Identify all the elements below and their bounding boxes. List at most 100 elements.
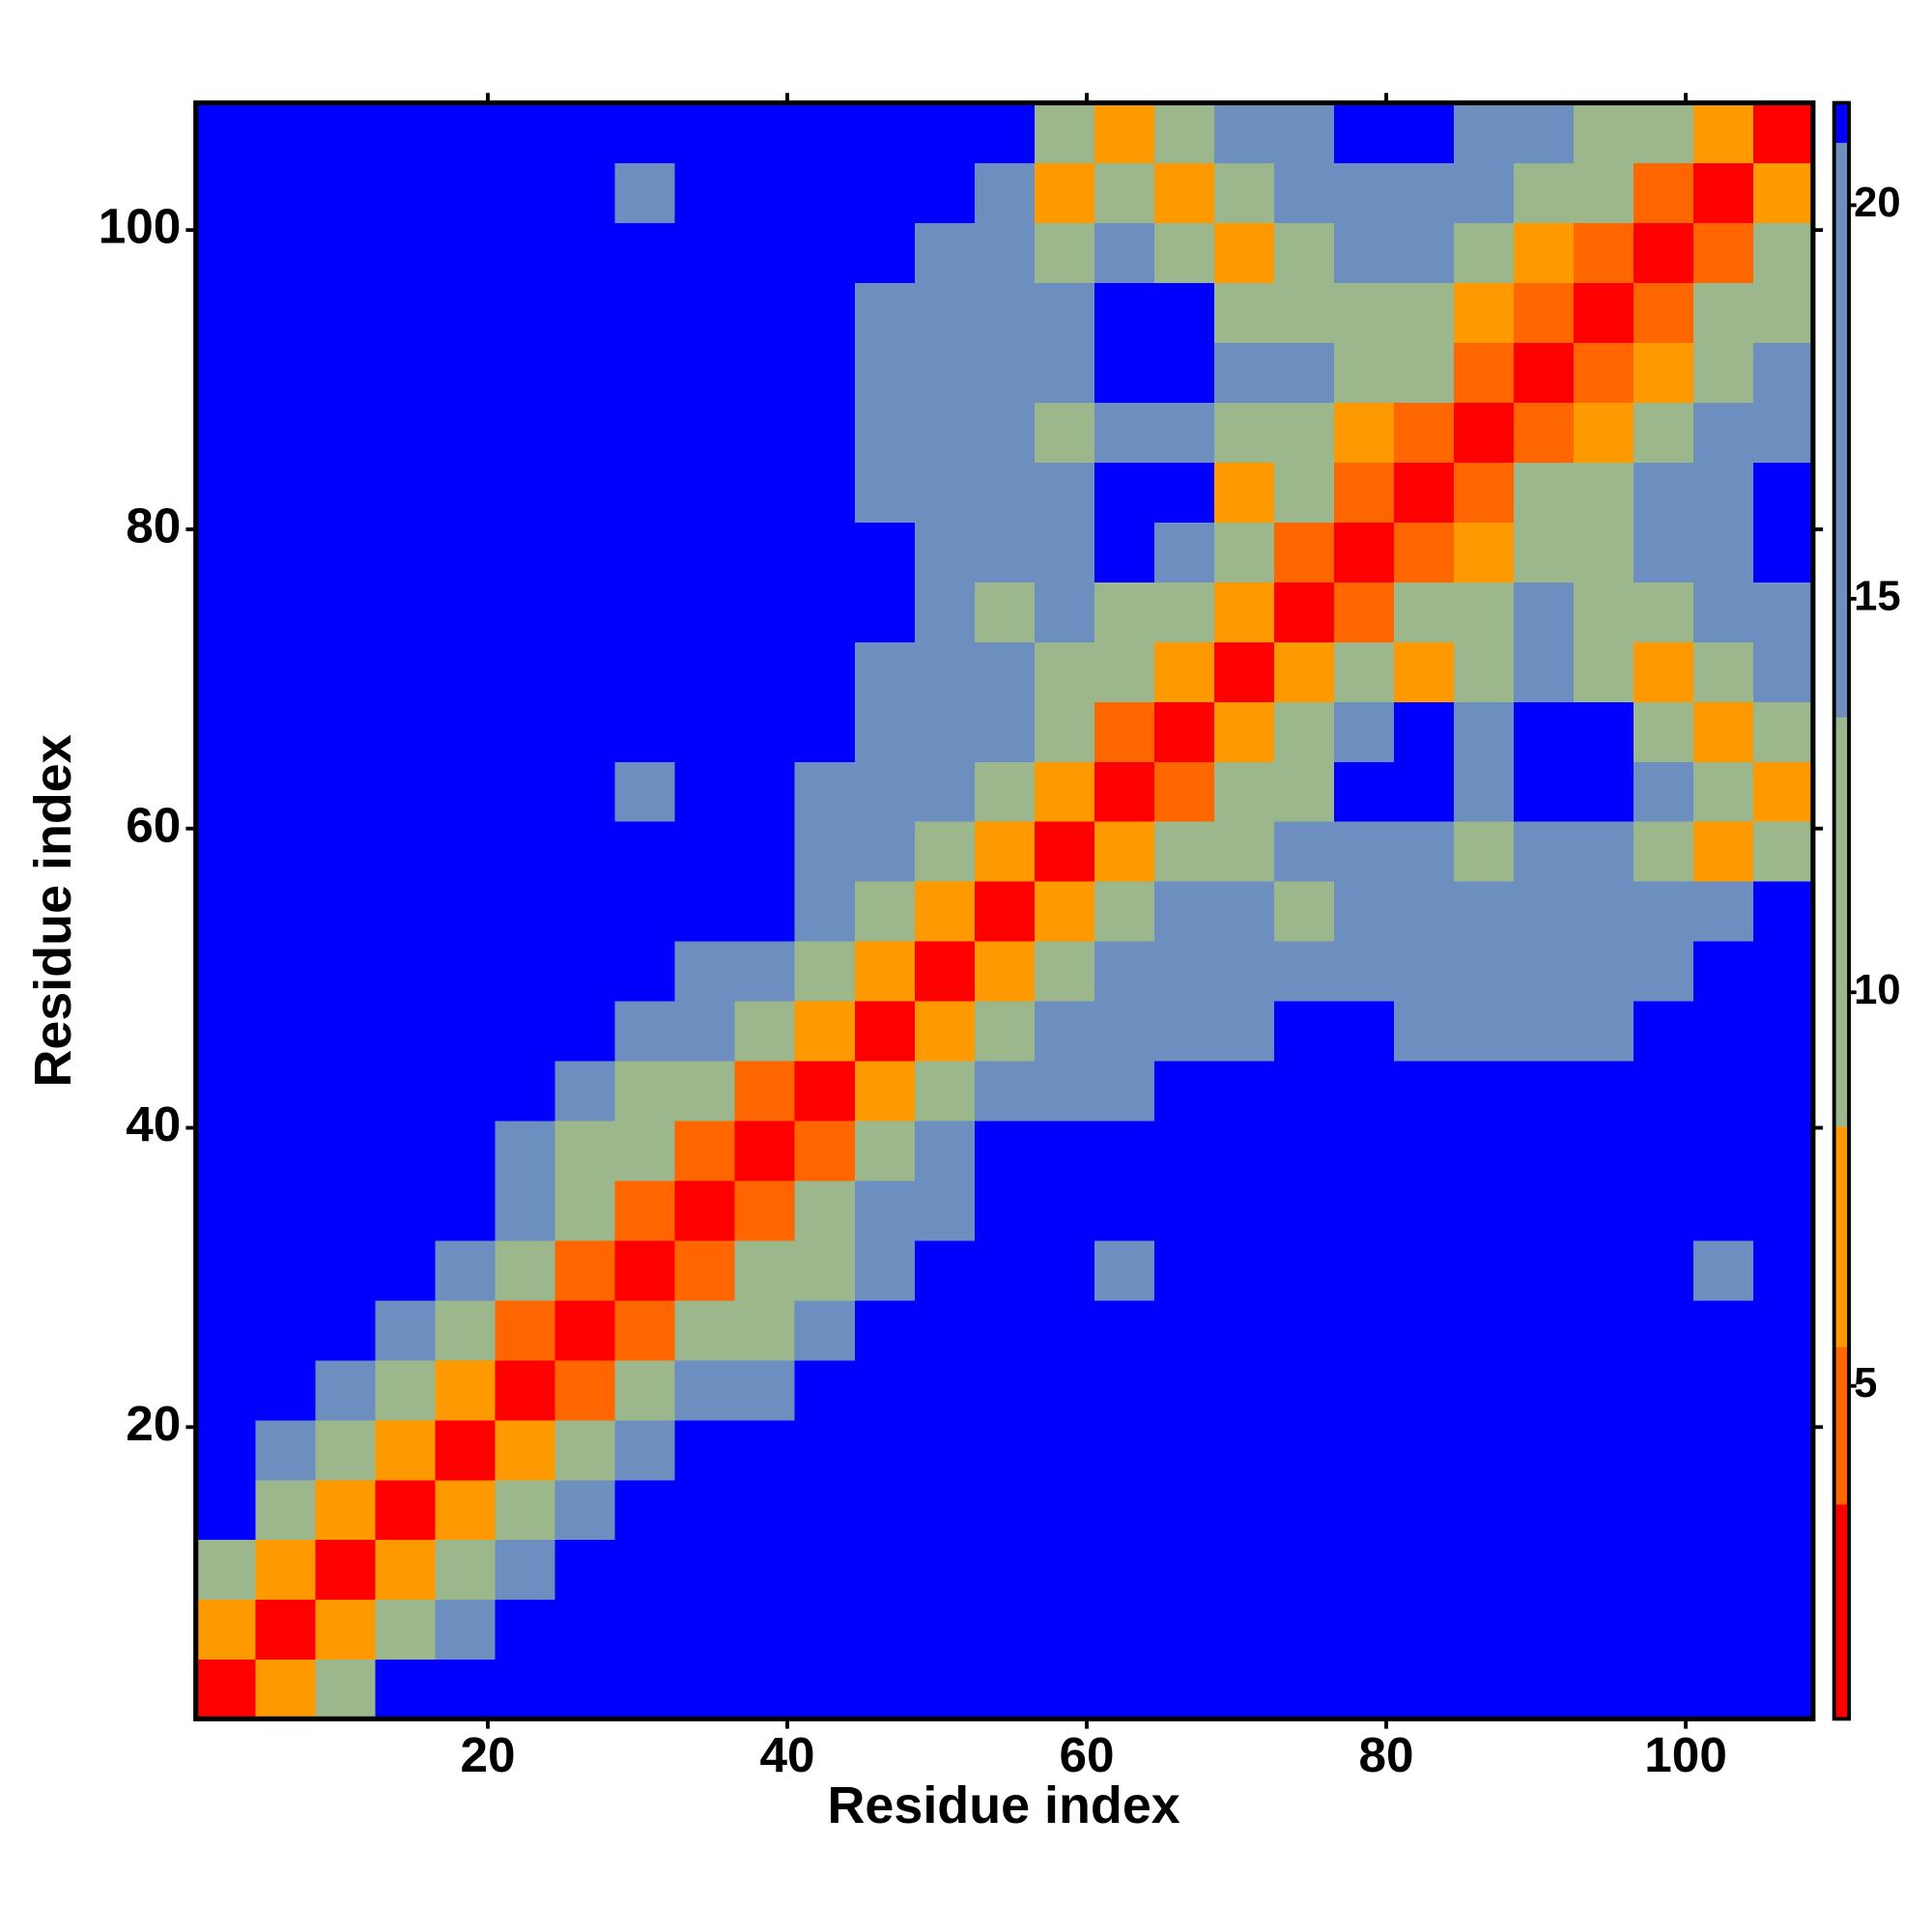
heat-cell xyxy=(914,641,976,702)
heat-cell xyxy=(1333,1599,1395,1661)
heat-cell xyxy=(1094,820,1155,882)
heat-cell xyxy=(1034,940,1095,1002)
heat-cell xyxy=(1333,342,1395,404)
heat-cell xyxy=(674,1539,736,1601)
heat-cell xyxy=(1453,222,1515,284)
heat-cell xyxy=(614,1299,676,1361)
heat-cell xyxy=(495,761,556,822)
heat-cell xyxy=(1094,1239,1155,1301)
heat-cell xyxy=(1273,761,1335,822)
heat-cell xyxy=(435,1359,497,1421)
heat-cell xyxy=(255,1060,317,1122)
heat-cell xyxy=(1692,582,1754,642)
heat-cell xyxy=(1333,102,1395,164)
heat-cell xyxy=(1573,1599,1634,1661)
heat-cell xyxy=(1633,1000,1694,1062)
heat-cell xyxy=(255,1299,317,1361)
heat-cell xyxy=(794,162,856,224)
heat-cell xyxy=(554,761,616,822)
heat-cell xyxy=(1273,1060,1335,1122)
heat-cell xyxy=(1393,1659,1455,1720)
heat-cell xyxy=(614,1419,676,1481)
heat-cell xyxy=(1213,1120,1275,1181)
heat-cell xyxy=(495,1659,556,1720)
heat-cell xyxy=(554,222,616,284)
heat-cell xyxy=(554,1000,616,1062)
heat-cell xyxy=(614,820,676,882)
heat-cell xyxy=(974,1659,1036,1720)
heat-cell xyxy=(1513,1239,1575,1301)
heat-cell xyxy=(1692,462,1754,523)
heat-cell xyxy=(1393,820,1455,882)
heat-cell xyxy=(1573,1299,1634,1361)
heat-cell xyxy=(1153,582,1215,642)
heat-cell xyxy=(1692,402,1754,463)
heat-cell xyxy=(315,582,377,642)
heat-cell xyxy=(914,1299,976,1361)
heat-cell xyxy=(794,761,856,822)
heat-cell xyxy=(854,222,916,284)
heat-cell xyxy=(1573,102,1634,164)
heat-cell xyxy=(1573,880,1634,942)
heat-cell xyxy=(974,1060,1036,1122)
colorbar-tick-label: 15 xyxy=(1854,573,1901,619)
heat-cell xyxy=(315,1060,377,1122)
heat-cell xyxy=(914,1179,976,1241)
heat-cell xyxy=(1273,1120,1335,1181)
heat-cell xyxy=(1273,582,1335,642)
heat-cell xyxy=(1034,1419,1095,1481)
heat-cell xyxy=(1273,641,1335,702)
heat-cell xyxy=(435,1479,497,1541)
heat-cell xyxy=(1094,522,1155,582)
heat-cell xyxy=(914,402,976,463)
y-tick-label: 40 xyxy=(126,1096,181,1151)
heat-cell xyxy=(1513,1419,1575,1481)
heat-cell xyxy=(1633,1599,1694,1661)
heat-cell xyxy=(1633,222,1694,284)
heat-cell xyxy=(1094,222,1155,284)
heat-cell xyxy=(1692,1359,1754,1421)
heat-cell xyxy=(1094,102,1155,164)
heat-cell xyxy=(734,582,796,642)
heat-cell xyxy=(1513,342,1575,404)
heat-cell xyxy=(1153,1120,1215,1181)
heat-cell xyxy=(1752,1000,1814,1062)
heat-cell xyxy=(554,282,616,344)
heat-cell xyxy=(435,1299,497,1361)
heat-cell xyxy=(614,641,676,702)
heat-cell xyxy=(495,1060,556,1122)
heat-cell xyxy=(734,761,796,822)
heat-cell xyxy=(1273,522,1335,582)
heat-cell xyxy=(974,1120,1036,1181)
heat-cell xyxy=(674,282,736,344)
heat-cell xyxy=(315,880,377,942)
heat-cell xyxy=(375,1000,437,1062)
heat-cell xyxy=(1453,162,1515,224)
heat-cell xyxy=(1573,1060,1634,1122)
heat-cell xyxy=(195,1179,257,1241)
heat-cell xyxy=(1213,761,1275,822)
heat-cell xyxy=(1573,582,1634,642)
heat-cell xyxy=(1333,1479,1395,1541)
heat-cell xyxy=(315,1659,377,1720)
heat-cell xyxy=(1393,1479,1455,1541)
heat-cell xyxy=(1393,1239,1455,1301)
heat-cell xyxy=(1273,940,1335,1002)
heat-cell xyxy=(1273,1539,1335,1601)
heat-cell xyxy=(974,1479,1036,1541)
heat-cell xyxy=(1213,820,1275,882)
heat-cell xyxy=(1153,701,1215,762)
heat-cell xyxy=(854,522,916,582)
heat-cell xyxy=(1034,1359,1095,1421)
heat-cell xyxy=(1153,1479,1215,1541)
heat-cell xyxy=(1273,1659,1335,1720)
heat-cell xyxy=(1633,1179,1694,1241)
heat-cell xyxy=(1213,1419,1275,1481)
heat-cell xyxy=(315,940,377,1002)
heat-cell xyxy=(1094,342,1155,404)
heat-cell xyxy=(854,1000,916,1062)
colorbar-tick-label: 20 xyxy=(1854,180,1901,226)
heat-cell xyxy=(1573,820,1634,882)
heat-cell xyxy=(1393,282,1455,344)
heat-cell xyxy=(1393,880,1455,942)
